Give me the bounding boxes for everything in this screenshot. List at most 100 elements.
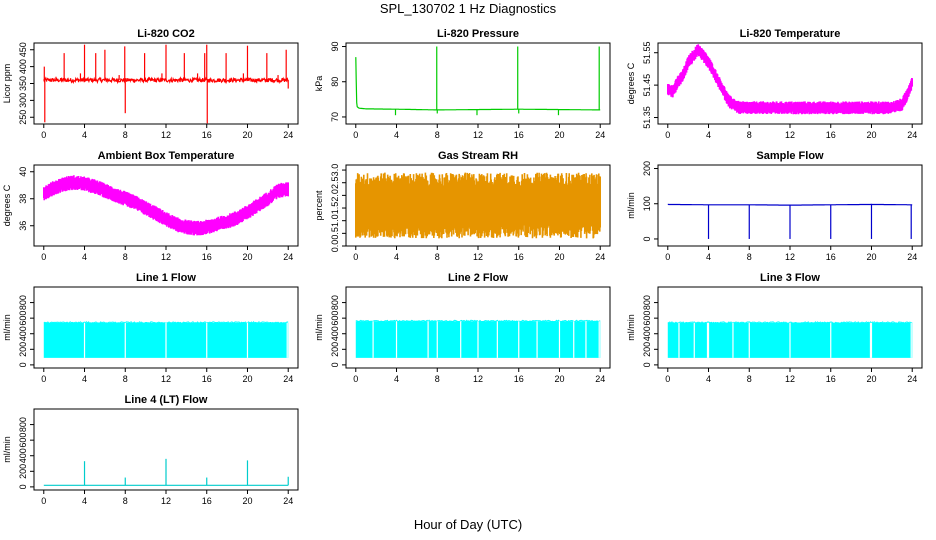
- x-tick-label: 0: [353, 252, 358, 262]
- x-tick-label: 4: [706, 252, 711, 262]
- x-tick-label: 16: [202, 374, 212, 384]
- panel-title: Ambient Box Temperature: [98, 150, 235, 162]
- chart-series: [667, 203, 913, 239]
- y-tick-label: 0: [642, 362, 652, 367]
- panel-title: Li-820 Pressure: [437, 28, 519, 40]
- x-tick-label: 0: [41, 374, 46, 384]
- y-tick-label: 450: [18, 42, 28, 57]
- y-tick-label: 70: [330, 112, 340, 122]
- x-tick-label: 4: [82, 374, 87, 384]
- x-tick-label: 20: [866, 130, 876, 140]
- chart-series: [43, 175, 289, 236]
- x-tick-label: 0: [353, 374, 358, 384]
- y-tick-label: 200: [18, 342, 28, 357]
- x-tick-label: 0: [665, 374, 670, 384]
- y-tick-label: 1.0: [330, 214, 340, 227]
- x-tick-label: 20: [554, 252, 564, 262]
- x-tick-label: 20: [242, 252, 252, 262]
- chart-panel: Li-820 Pressure kPa 0 4 8 12 16 20 24 70 80 90: [314, 28, 611, 140]
- x-tick-label: 4: [394, 374, 399, 384]
- x-tick-label: 12: [785, 130, 795, 140]
- x-axis-title: Hour of Day (UTC): [413, 517, 523, 532]
- y-axis-label: ml/min: [626, 314, 636, 341]
- panel-title: Li-820 CO2: [137, 28, 194, 40]
- x-tick-label: 20: [866, 374, 876, 384]
- chart-panel: Ambient Box Temperature degrees C 0 4 8 12 16 2…: [2, 150, 299, 262]
- y-tick-label: 2.5: [330, 176, 340, 189]
- x-tick-label: 4: [82, 496, 87, 506]
- y-tick-label: 300: [18, 93, 28, 108]
- y-tick-label: 200: [18, 464, 28, 479]
- y-axis-label: Licor ppm: [2, 64, 12, 104]
- y-tick-label: 0.0: [330, 240, 340, 253]
- x-tick-label: 8: [747, 252, 752, 262]
- y-tick-label: 1.5: [330, 202, 340, 215]
- y-tick-label: 3.0: [330, 164, 340, 177]
- x-tick-label: 0: [665, 130, 670, 140]
- series-line: [355, 172, 601, 239]
- y-tick-label: 400: [18, 59, 28, 74]
- chart-series: [43, 321, 289, 358]
- chart-panel: Line 4 (LT) Flow ml/min 0 4 8 12 16 20 24 0 200400…: [2, 394, 299, 506]
- y-tick-label: 51.45: [642, 74, 652, 97]
- chart-panel: Sample Flow ml/min 0 4 8 12 16 20 24 0 100 200: [626, 150, 923, 262]
- y-tick-label: 0: [330, 362, 340, 367]
- x-tick-label: 12: [161, 130, 171, 140]
- panel-title: Line 4 (LT) Flow: [125, 394, 208, 406]
- x-tick-label: 20: [866, 252, 876, 262]
- y-tick-label: 80: [330, 77, 340, 87]
- x-tick-label: 16: [826, 252, 836, 262]
- x-tick-label: 16: [202, 496, 212, 506]
- x-tick-label: 0: [41, 496, 46, 506]
- x-tick-label: 24: [595, 374, 605, 384]
- x-tick-label: 16: [202, 130, 212, 140]
- chart-panel: Line 2 Flow ml/min 0 4 8 12 16 20 24 0 20040060080…: [314, 272, 611, 384]
- y-axis-label: percent: [314, 190, 324, 221]
- x-tick-label: 24: [907, 130, 917, 140]
- series-line: [667, 203, 913, 206]
- y-tick-label: 51.55: [642, 41, 652, 64]
- y-tick-label: 800: [330, 295, 340, 310]
- y-tick-label: 0: [18, 484, 28, 489]
- x-tick-label: 24: [283, 496, 293, 506]
- x-tick-label: 24: [595, 130, 605, 140]
- x-tick-label: 20: [242, 374, 252, 384]
- x-tick-label: 4: [706, 374, 711, 384]
- x-tick-label: 0: [665, 252, 670, 262]
- x-tick-label: 24: [283, 374, 293, 384]
- x-tick-label: 20: [242, 496, 252, 506]
- panel-title: Li-820 Temperature: [740, 28, 841, 40]
- x-tick-label: 24: [283, 130, 293, 140]
- x-tick-label: 16: [514, 374, 524, 384]
- y-tick-label: 600: [330, 311, 340, 326]
- x-tick-label: 12: [161, 252, 171, 262]
- x-tick-label: 16: [826, 130, 836, 140]
- y-axis-label: ml/min: [2, 436, 12, 463]
- x-tick-label: 4: [706, 130, 711, 140]
- x-tick-label: 20: [554, 130, 564, 140]
- chart-panel: Li-820 CO2 Licor ppm 0 4 8 12 16 20 24 250 300 350 4…: [2, 28, 299, 140]
- chart-panel: Gas Stream RH percent 0 4 8 12 16 20 24 0.00.51.0…: [314, 150, 611, 262]
- chart-series: [355, 46, 601, 116]
- x-tick-label: 8: [435, 252, 440, 262]
- x-tick-label: 0: [41, 252, 46, 262]
- y-tick-label: 100: [642, 196, 652, 211]
- x-tick-label: 0: [353, 130, 358, 140]
- y-tick-label: 0: [642, 236, 652, 241]
- x-tick-label: 12: [161, 374, 171, 384]
- x-tick-label: 8: [435, 374, 440, 384]
- y-tick-label: 200: [642, 161, 652, 176]
- y-axis-label: ml/min: [314, 314, 324, 341]
- y-tick-label: 400: [18, 448, 28, 463]
- chart-panel: Li-820 Temperature degrees C 0 4 8 12 16 20 24 51…: [626, 28, 923, 140]
- x-tick-label: 20: [554, 374, 564, 384]
- x-tick-label: 4: [394, 252, 399, 262]
- y-axis-label: degrees C: [626, 62, 636, 104]
- x-tick-label: 12: [473, 374, 483, 384]
- x-tick-label: 16: [514, 252, 524, 262]
- y-tick-label: 600: [18, 311, 28, 326]
- x-tick-label: 16: [202, 252, 212, 262]
- x-tick-label: 8: [123, 374, 128, 384]
- x-tick-label: 4: [82, 252, 87, 262]
